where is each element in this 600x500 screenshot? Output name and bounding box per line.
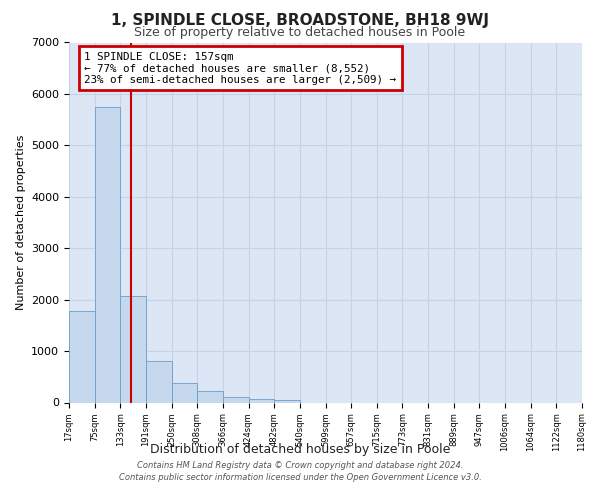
Bar	[121, 296, 146, 403]
Bar	[146, 362, 172, 403]
Bar	[69, 311, 95, 402]
Text: Size of property relative to detached houses in Poole: Size of property relative to detached ho…	[134, 26, 466, 39]
Bar	[223, 398, 248, 402]
Text: 1 SPINDLE CLOSE: 157sqm
← 77% of detached houses are smaller (8,552)
23% of semi: 1 SPINDLE CLOSE: 157sqm ← 77% of detache…	[85, 52, 397, 84]
Text: Contains HM Land Registry data © Crown copyright and database right 2024.: Contains HM Land Registry data © Crown c…	[137, 461, 463, 470]
Bar	[197, 390, 223, 402]
Text: 1, SPINDLE CLOSE, BROADSTONE, BH18 9WJ: 1, SPINDLE CLOSE, BROADSTONE, BH18 9WJ	[111, 12, 489, 28]
Y-axis label: Number of detached properties: Number of detached properties	[16, 135, 26, 310]
Bar	[274, 400, 300, 402]
Bar	[95, 107, 121, 403]
Bar	[248, 400, 274, 402]
Bar	[172, 384, 197, 402]
Text: Contains public sector information licensed under the Open Government Licence v3: Contains public sector information licen…	[119, 474, 481, 482]
Text: Distribution of detached houses by size in Poole: Distribution of detached houses by size …	[150, 442, 450, 456]
